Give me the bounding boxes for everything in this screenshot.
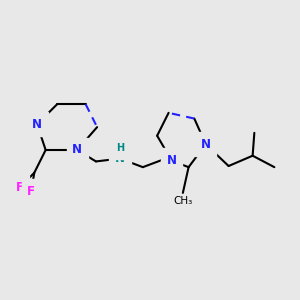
Text: N: N <box>167 154 176 167</box>
Text: N: N <box>32 118 42 131</box>
Text: N: N <box>72 143 82 157</box>
Text: F: F <box>16 181 24 194</box>
Text: H: H <box>116 143 124 153</box>
Text: CH₃: CH₃ <box>173 196 193 206</box>
Text: F: F <box>27 185 35 198</box>
Text: N: N <box>115 152 125 165</box>
Text: N: N <box>201 138 211 151</box>
